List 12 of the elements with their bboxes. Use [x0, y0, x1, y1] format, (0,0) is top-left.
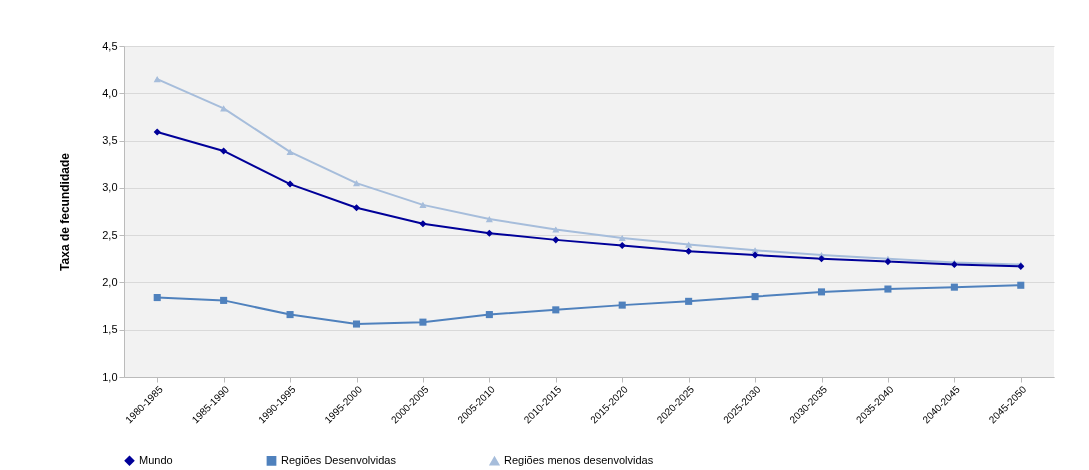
- y-tick-label: 2,5: [102, 228, 118, 241]
- y-tick-label: 4,0: [102, 86, 118, 99]
- y-tick-label: 1,5: [102, 323, 118, 336]
- y-tick-label: 2,0: [102, 275, 118, 288]
- y-axis-title: Taxa de fecundidade: [58, 152, 73, 271]
- y-tick-label: 4,5: [102, 39, 118, 52]
- legend-label: Regiões menos desenvolvidas: [504, 454, 654, 467]
- legend-label: Regiões Desenvolvidas: [281, 453, 397, 466]
- y-tick-label: 3,5: [102, 134, 118, 147]
- y-tick-label: 3,0: [102, 181, 118, 194]
- legend-label: Mundo: [139, 453, 173, 466]
- y-tick-label: 1,0: [102, 370, 118, 383]
